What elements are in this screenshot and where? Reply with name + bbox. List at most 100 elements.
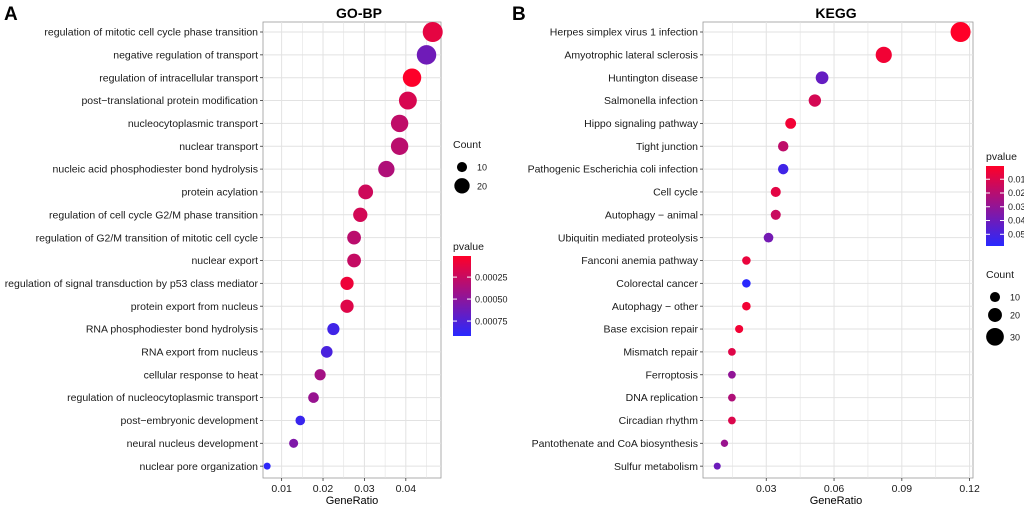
data-point-ubiquitin-mediated-proteolysis <box>763 232 774 243</box>
legend-size-key <box>986 327 1004 346</box>
data-point-autophagy-animal <box>770 209 781 220</box>
plot-layer-go-bp: regulation of mitotic cell cycle phase t… <box>5 22 443 495</box>
x-axis-label-kegg: GeneRatio <box>810 495 863 507</box>
data-point-regulation-of-cell-cycle-g2-m-phase-transition <box>353 207 368 222</box>
data-point-cellular-response-to-heat <box>314 369 326 381</box>
category-label-post-translational-protein-modification: post−translational protein modification <box>81 95 258 107</box>
data-point-hippo-signaling-pathway <box>785 117 797 129</box>
legend-color-label: 0.02 <box>1008 188 1024 198</box>
data-point-post-embryonic-development <box>295 415 306 426</box>
x-tick-label: 0.06 <box>824 483 845 495</box>
category-label-amyotrophic-lateral-sclerosis: Amyotrophic lateral sclerosis <box>564 49 698 61</box>
data-point-protein-acylation <box>358 184 374 200</box>
legend-color-label: 0.05 <box>1008 229 1024 239</box>
legend-color-label: 0.00075 <box>475 316 508 326</box>
data-point-dna-replication <box>728 393 736 402</box>
panel-label-b: B <box>512 4 526 25</box>
legend-color-label: 0.03 <box>1008 202 1024 212</box>
data-point-autophagy-other <box>742 301 751 311</box>
x-tick-label: 0.04 <box>396 483 417 495</box>
category-label-autophagy-other: Autophagy − other <box>612 301 699 313</box>
category-label-fanconi-anemia-pathway: Fanconi anemia pathway <box>581 255 698 267</box>
category-label-tight-junction: Tight junction <box>636 141 698 153</box>
category-label-ubiquitin-mediated-proteolysis: Ubiquitin mediated proteolysis <box>558 232 698 244</box>
panel-kegg: B KEGG Herpes simplex virus 1 infection A… <box>512 4 1024 507</box>
legend-color-bar <box>453 256 471 336</box>
legend-size-key <box>988 308 1002 322</box>
x-tick-label: 0.03 <box>756 483 777 495</box>
category-label-ferroptosis: Ferroptosis <box>645 369 698 381</box>
data-point-colorectal-cancer <box>742 279 751 288</box>
legend-kegg: Count 10 20 30 pvalue 0.01 0.02 0.03 0.04 0.05 <box>986 151 1024 346</box>
legend-size-label: 10 <box>1010 293 1020 303</box>
category-label-nucleocytoplasmic-transport: nucleocytoplasmic transport <box>128 118 258 130</box>
data-point-mismatch-repair <box>728 348 736 356</box>
data-point-tight-junction <box>777 141 789 152</box>
category-label-sulfur-metabolism: Sulfur metabolism <box>614 461 698 473</box>
legend-color-label: 0.00025 <box>475 272 508 282</box>
panel-go-bp: A GO-BP regulation of mitotic cell cycle… <box>4 4 508 507</box>
category-label-post-embryonic-development: post−embryonic development <box>121 415 259 427</box>
x-tick-label: 0.03 <box>354 483 375 495</box>
legend-size-label: 20 <box>1010 311 1020 321</box>
category-label-regulation-of-mitotic-cell-cycle-phase-transition: regulation of mitotic cell cycle phase t… <box>44 27 258 39</box>
category-label-base-excision-repair: Base excision repair <box>603 324 698 336</box>
category-label-cell-cycle: Cell cycle <box>653 187 698 199</box>
legend-go-bp: Count 10 20 pvalue 0.00025 0.00050 0.00075 <box>453 139 508 336</box>
data-point-herpes-simplex-virus-1-infection <box>950 22 971 42</box>
data-point-fanconi-anemia-pathway <box>742 256 751 265</box>
legend-title-pvalue: pvalue <box>986 151 1017 163</box>
category-label-protein-acylation: protein acylation <box>182 187 259 199</box>
data-point-nuclear-transport <box>390 137 409 155</box>
category-label-colorectal-cancer: Colorectal cancer <box>616 278 698 290</box>
category-label-nuclear-export: nuclear export <box>191 255 258 267</box>
data-point-nuclear-export <box>347 253 361 268</box>
category-label-nuclear-pore-organization: nuclear pore organization <box>140 461 259 473</box>
data-point-nucleic-acid-phosphodiester-bond-hydrolysis <box>378 160 395 178</box>
chart-title-kegg: KEGG <box>815 5 856 21</box>
data-point-neural-nucleus-development <box>289 438 299 448</box>
x-axis-label-go-bp: GeneRatio <box>326 495 379 507</box>
category-label-rna-export-from-nucleus: RNA export from nucleus <box>141 347 258 359</box>
data-point-sulfur-metabolism <box>713 462 721 470</box>
data-point-nucleocytoplasmic-transport <box>390 114 409 133</box>
legend-color-label: 0.04 <box>1008 216 1024 226</box>
data-point-base-excision-repair <box>735 324 744 334</box>
plot-area-go-bp <box>262 21 442 479</box>
plot-layer-kegg: Herpes simplex virus 1 infection Amyotrop… <box>528 22 980 495</box>
x-tick-label: 0.02 <box>313 483 334 495</box>
legend-size-key <box>989 292 1001 303</box>
category-label-regulation-of-intracellular-transport: regulation of intracellular transport <box>99 72 258 84</box>
category-label-rna-phosphodiester-bond-hydrolysis: RNA phosphodiester bond hydrolysis <box>86 324 258 336</box>
data-point-regulation-of-intracellular-transport <box>402 68 422 87</box>
legend-title-count: Count <box>453 139 481 151</box>
category-label-neural-nucleus-development: neural nucleus development <box>127 438 258 450</box>
category-label-herpes-simplex-virus-1-infection: Herpes simplex virus 1 infection <box>550 27 698 39</box>
category-label-autophagy-animal: Autophagy − animal <box>605 209 698 221</box>
data-point-circadian-rhythm <box>728 416 736 425</box>
data-point-cell-cycle <box>770 186 781 197</box>
x-tick-label: 0.12 <box>959 483 980 495</box>
category-label-regulation-of-g2-m-transition-of-mitotic-cell-cycle: regulation of G2/M transition of mitotic… <box>36 232 259 244</box>
x-tick-label: 0.01 <box>271 483 292 495</box>
category-label-dna-replication: DNA replication <box>626 392 699 404</box>
data-point-salmonella-infection <box>808 94 822 107</box>
panel-label-a: A <box>4 4 18 25</box>
category-label-nucleic-acid-phosphodiester-bond-hydrolysis: nucleic acid phosphodiester bond hydroly… <box>53 164 258 176</box>
legend-color-bar <box>986 166 1004 246</box>
data-point-regulation-of-mitotic-cell-cycle-phase-transition <box>422 22 443 42</box>
legend-size-key <box>454 178 470 194</box>
legend-color-label: 0.00050 <box>475 294 508 304</box>
data-point-negative-regulation-of-transport <box>416 45 437 65</box>
legend-color-label: 0.01 <box>1008 174 1024 184</box>
legend-size-label: 30 <box>1010 332 1020 342</box>
category-label-mismatch-repair: Mismatch repair <box>623 347 698 359</box>
category-label-salmonella-infection: Salmonella infection <box>604 95 698 107</box>
data-point-nuclear-pore-organization <box>263 462 271 470</box>
category-label-protein-export-from-nucleus: protein export from nucleus <box>131 301 258 313</box>
legend-title-pvalue: pvalue <box>453 241 484 253</box>
data-point-huntington-disease <box>815 71 829 85</box>
data-point-regulation-of-signal-transduction-by-p53-class-mediator <box>340 276 354 290</box>
data-point-pathogenic-escherichia-coli-infection <box>777 163 789 175</box>
